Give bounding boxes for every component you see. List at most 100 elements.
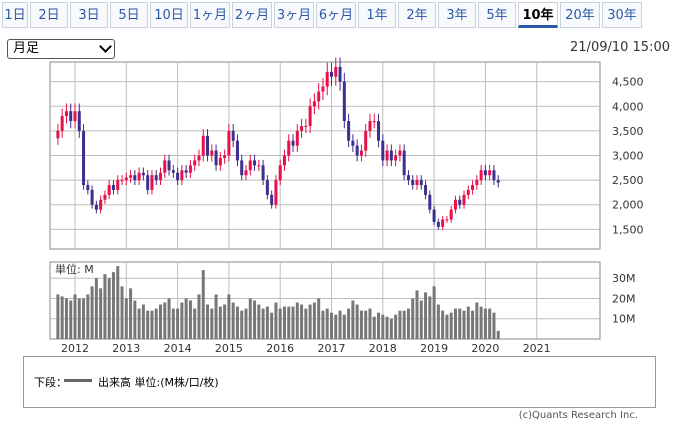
volume-bar [103,274,107,339]
volume-bar [197,294,201,339]
tab-2ヶ月[interactable]: 2ヶ月 [232,2,272,28]
candle-body [483,170,487,176]
tab-3年[interactable]: 3年 [438,2,476,28]
candle-body [479,170,483,181]
candle-body [492,170,496,181]
volume-bar [235,306,239,339]
candle-body [206,135,210,156]
tab-20年[interactable]: 20年 [560,2,600,28]
volume-bar [406,308,410,339]
candle-body [120,180,124,182]
tab-1日[interactable]: 1日 [2,2,28,28]
candle-body [150,175,154,190]
volume-bar [466,306,470,339]
volume-bar [120,286,124,339]
volume-bar [432,286,436,339]
tab-2年[interactable]: 2年 [398,2,436,28]
candle-body [471,185,475,190]
volume-bar [308,304,312,339]
volume-bar [94,278,98,339]
candle-body [171,170,175,173]
volume-bar [176,308,180,339]
candle-body [419,180,423,186]
candle-body [475,180,479,186]
volume-bar [398,310,402,339]
volume-bar [389,318,393,339]
volume-bar [77,298,81,339]
tab-10年[interactable]: 10年 [518,2,558,28]
volume-bar [227,294,231,339]
volume-bar [154,308,158,339]
volume-bar [394,314,398,339]
volume-bar [278,308,282,339]
volume-bar [82,298,86,339]
candle-body [406,175,410,181]
tab-30年[interactable]: 30年 [602,2,642,28]
candle-body [223,155,227,158]
candle-body [458,199,462,205]
volume-bar [479,306,483,339]
candle-body [227,130,231,156]
candle-body [231,130,235,141]
candle-body [154,175,158,181]
volume-bar [436,304,440,339]
volume-bar [325,308,329,339]
tab-3日[interactable]: 3日 [70,2,108,28]
candle-body [436,221,440,227]
candle-body [193,160,197,166]
candle-body [60,116,64,131]
timestamp: 21/09/10 15:00 [570,40,670,55]
volume-bar [265,306,269,339]
volume-bar [488,308,492,339]
volume-bar [69,300,73,339]
volume-bar [445,314,449,339]
volume-bar [317,298,321,339]
volume-bar [240,310,244,339]
candle-body [287,140,291,156]
candle-body [77,111,81,131]
volume-bar [424,292,428,339]
candle-body [359,150,363,156]
volume-bar [107,278,111,339]
volume-unit-label: 単位: M [55,262,94,276]
candle-body [488,170,492,176]
y-tick-label: 1,500 [612,223,644,236]
candle-body [94,204,98,210]
candle-body [291,140,295,146]
candle-body [394,155,398,161]
volume-bar [330,312,333,339]
volume-bar [428,296,432,339]
volume-bar [167,298,171,339]
legend-volume-label: 出来高 単位:(M株/口/枚) [98,376,219,389]
candle-body [347,121,351,141]
x-tick-label: 2016 [266,342,294,355]
volume-bar [419,300,423,339]
tab-5日[interactable]: 5日 [110,2,148,28]
period-select[interactable]: 月足 [7,39,115,59]
volume-tick-label: 10M [612,313,636,326]
volume-bar [60,296,64,339]
volume-bar [90,286,94,339]
volume-bar [415,290,419,339]
candle-body [86,185,90,190]
tab-5年[interactable]: 5年 [478,2,516,28]
tab-6ヶ月[interactable]: 6ヶ月 [316,2,356,28]
volume-bar [402,310,406,339]
volume-bar [334,314,338,339]
x-tick-label: 2018 [369,342,397,355]
volume-bar [180,302,184,339]
tab-10日[interactable]: 10日 [150,2,188,28]
volume-bar [231,302,235,339]
tab-3ヶ月[interactable]: 3ヶ月 [274,2,314,28]
legend-volume-swatch [64,379,92,382]
candle-body [64,111,68,117]
candle-body [167,160,171,171]
candle-body [257,165,261,167]
volume-bar [218,306,222,339]
volume-bar [483,308,487,339]
tab-1年[interactable]: 1年 [358,2,396,28]
tab-1ヶ月[interactable]: 1ヶ月 [190,2,230,28]
tab-2日[interactable]: 2日 [30,2,68,28]
x-tick-label: 2021 [523,342,551,355]
volume-bar [282,306,286,339]
